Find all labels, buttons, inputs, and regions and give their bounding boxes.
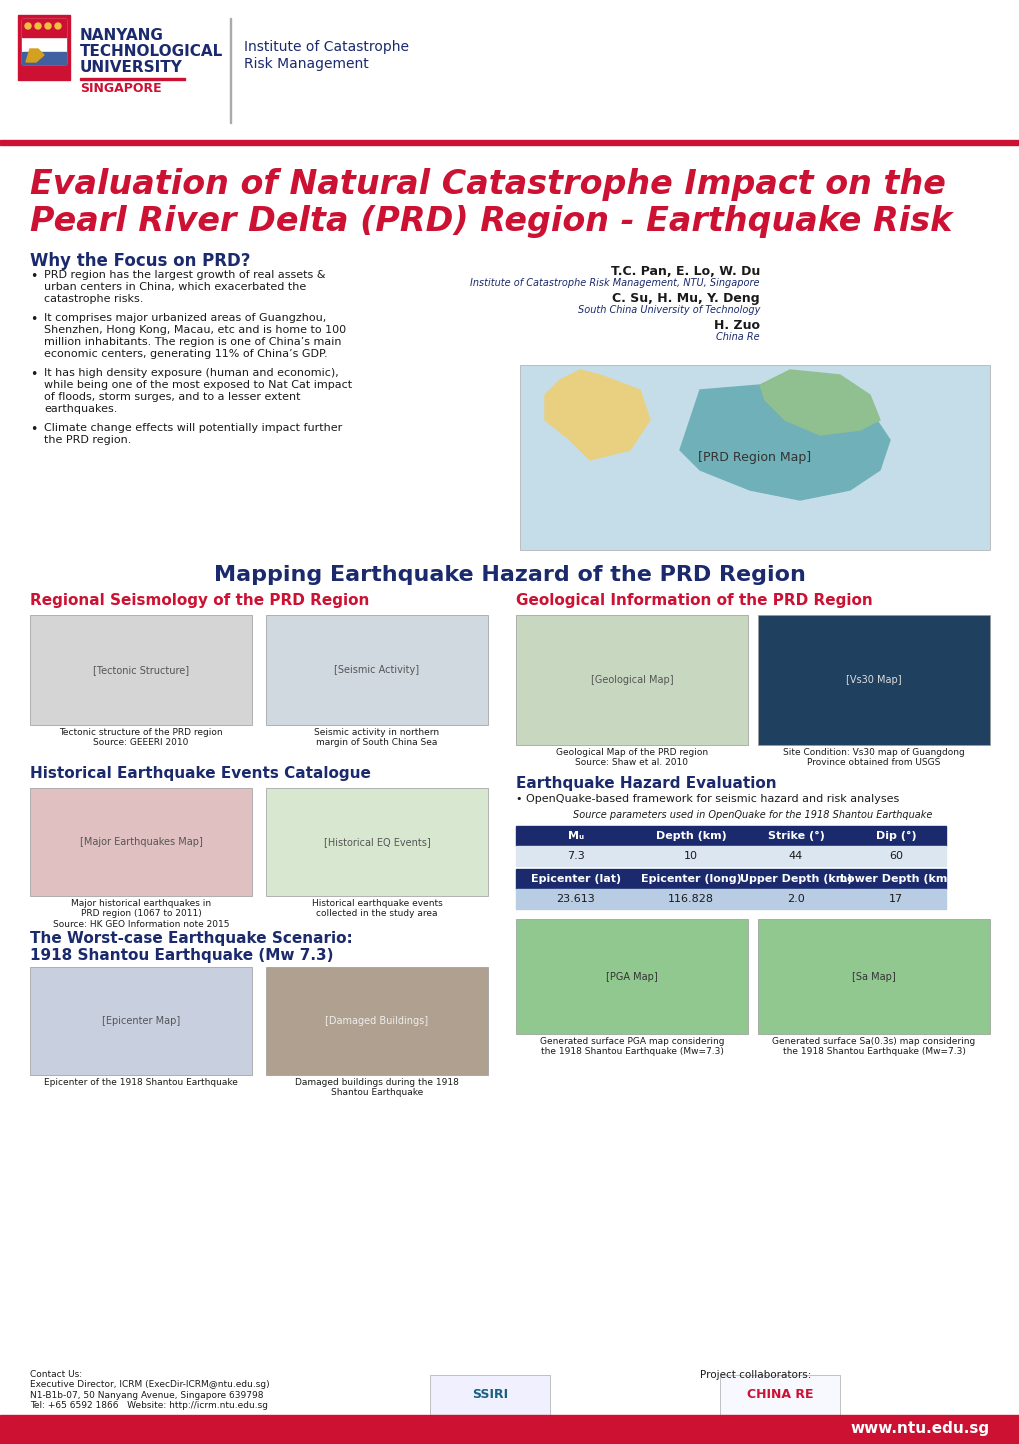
Polygon shape [25,49,44,62]
Text: SINGAPORE: SINGAPORE [79,82,161,95]
Text: Site Condition: Vs30 map of Guangdong
Province obtained from USGS: Site Condition: Vs30 map of Guangdong Pr… [783,748,964,767]
Polygon shape [759,370,879,435]
Text: Institute of Catastrophe: Institute of Catastrophe [244,40,409,53]
Bar [757,918,989,1034]
Circle shape [55,23,61,29]
Text: Epicenter (long): Epicenter (long) [640,874,741,884]
Text: [Geological Map]: [Geological Map] [590,674,673,684]
Text: Damaged buildings during the 1918
Shantou Earthquake: Damaged buildings during the 1918 Shanto… [294,1079,459,1097]
Text: economic centers, generating 11% of China’s GDP.: economic centers, generating 11% of Chin… [44,349,327,360]
Text: South China University of Technology: South China University of Technology [577,305,759,315]
Bar [30,615,252,725]
Text: [Vs30 Map]: [Vs30 Map] [846,674,901,684]
Text: It has high density exposure (human and economic),: It has high density exposure (human and … [44,368,338,378]
Bar [30,788,252,895]
Text: Strike (°): Strike (°) [767,830,823,840]
Text: Lower Depth (km): Lower Depth (km) [839,874,952,884]
Text: 1918 Shantou Earthquake (Mw 7.3): 1918 Shantou Earthquake (Mw 7.3) [30,949,333,963]
Text: Historical Earthquake Events Catalogue: Historical Earthquake Events Catalogue [30,765,371,781]
Text: Dip (°): Dip (°) [875,830,915,840]
Text: Institute of Catastrophe Risk Management, NTU, Singapore: Institute of Catastrophe Risk Management… [470,279,759,287]
Text: Historical earthquake events
collected in the study area: Historical earthquake events collected i… [312,900,442,918]
Text: Tectonic structure of the PRD region
Source: GEEERI 2010: Tectonic structure of the PRD region Sou… [59,728,222,748]
Bar [30,967,252,1074]
Text: [PRD Region Map]: [PRD Region Map] [698,451,811,464]
Text: [Major Earthquakes Map]: [Major Earthquakes Map] [79,838,202,848]
Text: Regional Seismology of the PRD Region: Regional Seismology of the PRD Region [30,593,369,608]
Text: TECHNOLOGICAL: TECHNOLOGICAL [79,43,223,59]
Text: C. Su, H. Mu, Y. Deng: C. Su, H. Mu, Y. Deng [611,292,759,305]
Text: Depth (km): Depth (km) [655,830,726,840]
Text: NANYANG: NANYANG [79,27,164,43]
Text: Major historical earthquakes in
PRD region (1067 to 2011)
Source: HK GEO Informa: Major historical earthquakes in PRD regi… [53,900,229,928]
Bar [516,890,945,910]
Text: Seismic activity in northern
margin of South China Sea: Seismic activity in northern margin of S… [314,728,439,748]
Text: Why the Focus on PRD?: Why the Focus on PRD? [30,253,251,270]
Text: 44: 44 [788,851,802,861]
Circle shape [25,23,31,29]
Text: 23.613: 23.613 [556,894,595,904]
Text: 10: 10 [684,851,697,861]
Circle shape [45,23,51,29]
Text: [Damaged Buildings]: [Damaged Buildings] [325,1017,428,1027]
Text: million inhabitants. The region is one of China’s main: million inhabitants. The region is one o… [44,336,341,347]
Bar [266,615,487,725]
Text: 17: 17 [889,894,902,904]
Text: Climate change effects will potentially impact further: Climate change effects will potentially … [44,423,342,433]
Text: of floods, storm surges, and to a lesser extent: of floods, storm surges, and to a lesser… [44,391,301,401]
Text: Generated surface PGA map considering
the 1918 Shantou Earthquake (Mw=7.3): Generated surface PGA map considering th… [539,1037,723,1057]
Text: Generated surface Sa(0.3s) map considering
the 1918 Shantou Earthquake (Mw=7.3): Generated surface Sa(0.3s) map consideri… [771,1037,974,1057]
Text: Source parameters used in OpenQuake for the 1918 Shantou Earthquake: Source parameters used in OpenQuake for … [573,810,931,820]
Text: the PRD region.: the PRD region. [44,435,131,445]
Text: catastrophe risks.: catastrophe risks. [44,295,144,305]
Text: •: • [30,423,38,436]
Polygon shape [544,370,649,461]
Text: [Tectonic Structure]: [Tectonic Structure] [93,666,189,674]
Text: Pearl River Delta (PRD) Region - Earthquake Risk: Pearl River Delta (PRD) Region - Earthqu… [30,205,952,238]
Text: Mᵤ: Mᵤ [568,830,584,840]
Bar [516,869,945,890]
Text: •: • [30,313,38,326]
Text: H. Zuo: H. Zuo [713,319,759,332]
Text: 60: 60 [889,851,902,861]
Bar [79,78,184,79]
Text: while being one of the most exposed to Nat Cat impact: while being one of the most exposed to N… [44,380,352,390]
Text: Shenzhen, Hong Kong, Macau, etc and is home to 100: Shenzhen, Hong Kong, Macau, etc and is h… [44,325,345,335]
Text: Epicenter of the 1918 Shantou Earthquake: Epicenter of the 1918 Shantou Earthquake [44,1079,237,1087]
Text: PRD region has the largest growth of real assets &: PRD region has the largest growth of rea… [44,270,325,280]
Text: Geological Information of the PRD Region: Geological Information of the PRD Region [516,593,872,608]
Text: Epicenter (lat): Epicenter (lat) [531,874,621,884]
Bar [430,1375,549,1415]
Polygon shape [680,386,890,500]
Bar [18,14,70,79]
Text: Contact Us:
Executive Director, ICRM (ExecDir-ICRM@ntu.edu.sg)
N1-B1b-07, 50 Nan: Contact Us: Executive Director, ICRM (Ex… [30,1370,269,1411]
Bar [719,1375,840,1415]
Text: Mapping Earthquake Hazard of the PRD Region: Mapping Earthquake Hazard of the PRD Reg… [214,565,805,585]
Text: Geological Map of the PRD region
Source: Shaw et al. 2010: Geological Map of the PRD region Source:… [555,748,707,767]
Text: [PGA Map]: [PGA Map] [605,972,657,982]
Bar [266,967,487,1074]
Text: T.C. Pan, E. Lo, W. Du: T.C. Pan, E. Lo, W. Du [610,266,759,279]
Text: earthquakes.: earthquakes. [44,404,117,414]
Bar [516,615,747,745]
Text: [Epicenter Map]: [Epicenter Map] [102,1017,180,1027]
Bar [516,826,945,846]
Bar [516,846,945,866]
Text: UNIVERSITY: UNIVERSITY [79,61,182,75]
Bar [22,19,66,38]
Bar [520,365,989,550]
Text: SSIRI: SSIRI [472,1389,507,1402]
Text: Evaluation of Natural Catastrophe Impact on the: Evaluation of Natural Catastrophe Impact… [30,168,945,201]
Bar [266,788,487,895]
Text: Upper Depth (km): Upper Depth (km) [739,874,851,884]
Text: Earthquake Hazard Evaluation: Earthquake Hazard Evaluation [516,775,775,791]
Text: CHINA RE: CHINA RE [746,1389,812,1402]
Circle shape [35,23,41,29]
Text: 116.828: 116.828 [667,894,713,904]
Text: •: • [30,270,38,283]
Bar [757,615,989,745]
Text: [Historical EQ Events]: [Historical EQ Events] [323,838,430,848]
Text: 2.0: 2.0 [787,894,804,904]
Text: urban centers in China, which exacerbated the: urban centers in China, which exacerbate… [44,282,306,292]
Text: Project collaborators:: Project collaborators: [699,1370,810,1380]
